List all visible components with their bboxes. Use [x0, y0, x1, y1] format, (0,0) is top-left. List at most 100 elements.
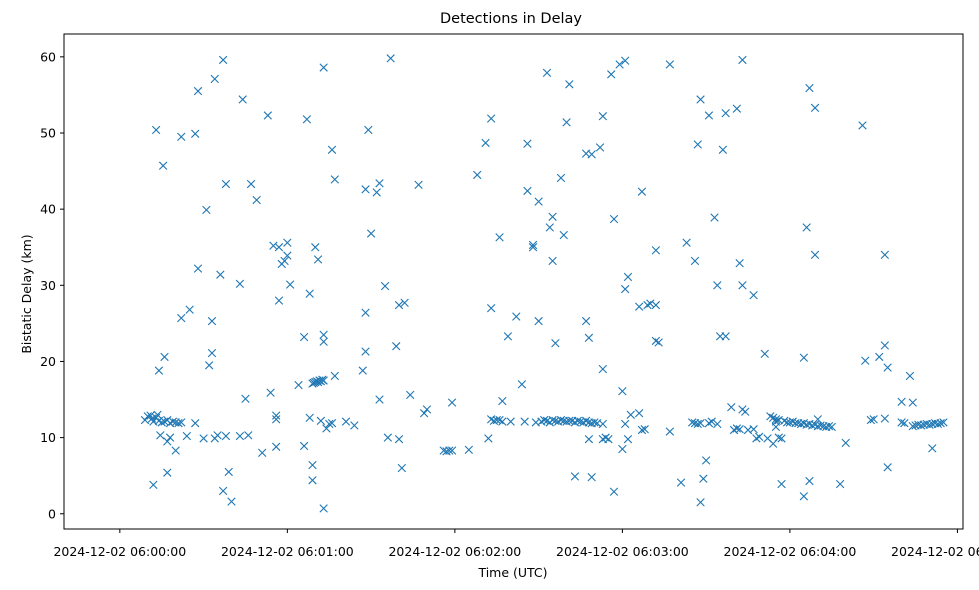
data-point: [204, 361, 214, 370]
data-point: [394, 434, 404, 444]
data-point: [157, 418, 166, 427]
data-point: [191, 418, 200, 428]
data-point: [741, 407, 750, 416]
data-point: [905, 371, 915, 381]
data-point: [313, 255, 323, 264]
data-point: [375, 395, 384, 404]
data-point: [721, 109, 730, 118]
data-point: [908, 398, 917, 407]
data-point: [271, 411, 281, 420]
data-point: [199, 434, 208, 443]
data-point: [939, 418, 948, 427]
data-point: [285, 280, 295, 289]
data-point: [623, 434, 633, 444]
x-tick-label: 2024-12-02 06:03:00: [556, 544, 689, 559]
data-point: [330, 371, 340, 381]
data-point: [590, 418, 599, 427]
data-point: [880, 341, 890, 350]
data-point: [883, 463, 892, 472]
data-point: [149, 480, 158, 490]
data-point: [325, 419, 334, 429]
data-point: [618, 386, 627, 396]
data-point: [637, 187, 647, 196]
data-point: [735, 259, 744, 268]
data-point: [707, 417, 716, 426]
data-point: [523, 139, 532, 148]
data-point: [682, 238, 691, 247]
y-tick-label: 10: [40, 430, 56, 445]
data-point: [858, 121, 867, 130]
data-point: [883, 363, 892, 372]
y-tick-label: 50: [40, 126, 56, 141]
data-point: [713, 281, 722, 290]
data-point: [551, 338, 560, 348]
data-point: [498, 396, 507, 406]
data-point: [718, 145, 728, 154]
data-point: [364, 125, 373, 135]
data-point: [241, 394, 250, 403]
data-point: [464, 445, 474, 454]
data-point: [928, 444, 937, 453]
data-point: [445, 446, 454, 455]
data-point: [517, 380, 527, 389]
data-point: [880, 250, 890, 260]
data-point: [319, 337, 328, 346]
data-point: [643, 300, 652, 310]
data-point: [299, 332, 309, 342]
data-point: [752, 434, 761, 443]
data-point: [244, 431, 253, 440]
data-point: [302, 115, 312, 124]
data-point: [495, 233, 504, 242]
data-point: [177, 418, 186, 427]
data-point: [548, 256, 557, 266]
data-point: [676, 478, 686, 487]
data-point: [319, 504, 328, 513]
data-point: [805, 476, 814, 486]
data-point: [735, 425, 744, 434]
data-point: [305, 413, 314, 423]
data-point: [210, 74, 219, 84]
data-point: [520, 417, 529, 426]
data-point: [609, 214, 619, 224]
data-point: [565, 80, 574, 89]
data-point: [646, 299, 655, 308]
data-point: [760, 349, 769, 359]
data-point: [372, 188, 381, 197]
data-point: [875, 352, 884, 362]
data-point: [738, 281, 747, 290]
data-point: [545, 223, 554, 232]
data-point: [308, 460, 317, 470]
data-point: [207, 348, 217, 358]
data-point: [171, 446, 180, 455]
x-axis: 2024-12-02 06:00:00 2024-12-02 06:01:00 20…: [53, 529, 979, 559]
data-point: [151, 125, 161, 135]
data-point: [771, 415, 781, 424]
data-point: [422, 405, 432, 414]
data-point: [704, 418, 714, 428]
data-point: [274, 243, 284, 252]
data-point: [598, 364, 608, 374]
data-point: [280, 256, 289, 266]
data-point: [394, 300, 404, 310]
data-point: [732, 424, 742, 433]
data-point: [701, 456, 711, 465]
data-point: [271, 415, 281, 424]
data-point: [258, 448, 267, 458]
data-point: [749, 291, 758, 300]
data-point: [651, 246, 661, 255]
data-point: [749, 425, 758, 434]
data-point: [202, 205, 211, 215]
data-point: [665, 60, 675, 69]
data-point: [540, 415, 549, 425]
y-tick-label: 30: [40, 278, 56, 293]
y-axis-label: Bistatic Delay (km): [19, 234, 34, 353]
data-point: [221, 179, 231, 189]
data-point: [841, 438, 850, 448]
data-point: [400, 298, 409, 308]
data-point: [755, 432, 764, 442]
y-tick-label: 60: [40, 49, 56, 64]
data-point: [897, 418, 906, 427]
data-point: [330, 175, 340, 184]
data-point: [626, 410, 635, 419]
